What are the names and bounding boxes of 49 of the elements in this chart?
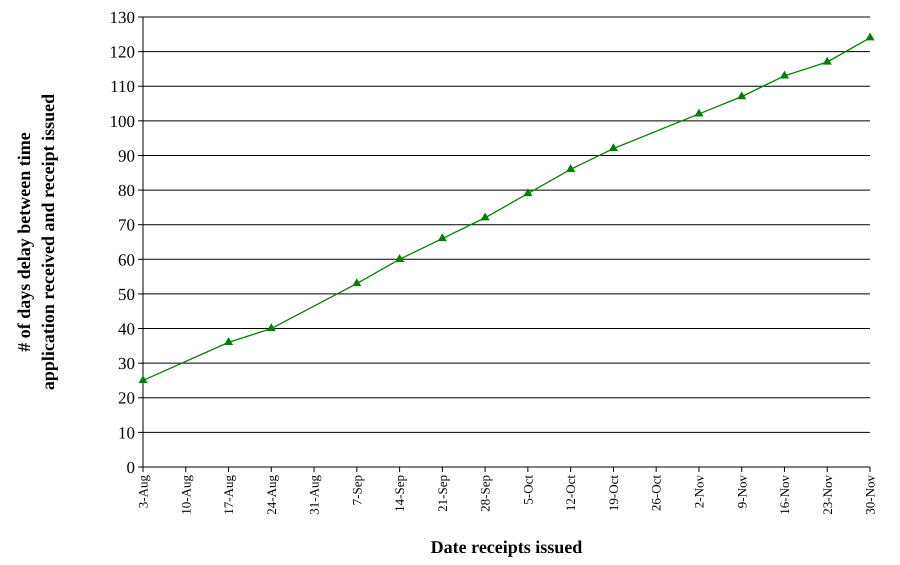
x-tick-label: 26-Oct [648,474,664,512]
x-tick-label: 9-Nov [734,474,750,508]
x-tick-label: 24-Aug [264,474,279,515]
x-tick-label: 21-Sep [434,475,450,512]
x-tick-label: 5-Oct [520,474,536,505]
x-axis-title: Date receipts issued [430,537,582,557]
point [523,188,532,196]
y-tick-label: 120 [110,42,135,62]
x-tick-label: 28-Sep [478,475,493,512]
point [138,375,148,384]
point [266,323,276,332]
point [608,143,618,152]
y-tick-label: 70 [118,216,135,235]
y-tick-label: 110 [110,77,135,96]
y-axis-title: # of days delay between time application received and receipt issued [14,94,58,390]
x-tick-label: 23-Nov [820,474,835,515]
point [780,70,790,78]
point [395,254,404,262]
y-tick-label: 40 [118,319,135,338]
point [737,91,746,100]
point [694,108,704,117]
point [566,164,576,172]
y-tick-label: 100 [110,112,135,131]
y-tick-label: 10 [118,423,135,442]
x-tick-label: 19-Oct [606,474,621,512]
x-tick-label: 3-Aug [136,474,151,508]
y-tick-label: 90 [118,146,135,166]
y-tick-label: 130 [110,8,135,27]
point [438,233,447,242]
point [865,32,875,40]
x-tick-label: 16-Nov [777,474,792,515]
x-tick-label: 7-Sep [349,475,364,506]
y-tick-label: 0 [126,458,135,477]
x-tick-label: 14-Sep [392,475,408,512]
y-tick-label: 80 [118,181,135,200]
x-tick-label: 17-Aug [221,474,236,515]
y-tick-label: 20 [118,388,135,408]
y-tick-label: 60 [118,250,135,270]
point [822,56,832,65]
x-tick-label: 31-Aug [306,474,322,515]
y-tick-label: 30 [118,354,135,374]
y-tick-label: 50 [118,284,135,304]
x-tick-label: 2-Nov [691,474,706,508]
point [480,212,490,220]
x-tick-label: 30-Nov [862,474,878,515]
point [352,278,362,286]
x-tick-label: 10-Aug [178,474,194,515]
x-tick-label: 12-Oct [563,474,578,512]
point [224,337,234,346]
